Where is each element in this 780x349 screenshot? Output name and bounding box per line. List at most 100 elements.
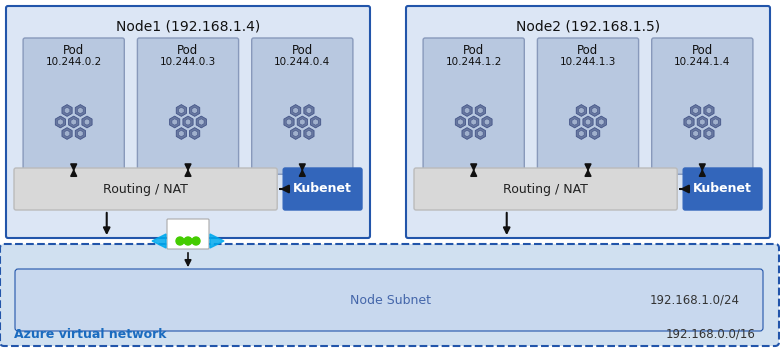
Circle shape: [184, 237, 192, 245]
Text: Pod: Pod: [177, 44, 199, 57]
Polygon shape: [585, 119, 590, 125]
FancyBboxPatch shape: [14, 168, 277, 210]
Polygon shape: [77, 130, 83, 137]
Polygon shape: [292, 107, 299, 114]
Polygon shape: [469, 116, 479, 128]
Polygon shape: [75, 105, 86, 116]
Polygon shape: [313, 119, 318, 125]
Polygon shape: [190, 128, 200, 139]
Polygon shape: [592, 130, 597, 137]
Polygon shape: [84, 119, 90, 125]
Polygon shape: [192, 107, 197, 114]
FancyBboxPatch shape: [537, 38, 639, 174]
Polygon shape: [598, 119, 604, 125]
Polygon shape: [693, 107, 698, 114]
Polygon shape: [64, 130, 70, 137]
Polygon shape: [704, 128, 714, 139]
Text: Pod: Pod: [463, 44, 484, 57]
Polygon shape: [700, 119, 705, 125]
Text: 192.168.1.0/24: 192.168.1.0/24: [650, 294, 740, 306]
Text: Node2 (192.168.1.5): Node2 (192.168.1.5): [516, 19, 660, 33]
Text: 10.244.0.3: 10.244.0.3: [160, 57, 216, 67]
Polygon shape: [596, 116, 606, 128]
Polygon shape: [704, 105, 714, 116]
Polygon shape: [693, 130, 698, 137]
FancyBboxPatch shape: [23, 38, 124, 174]
Polygon shape: [304, 128, 314, 139]
Polygon shape: [464, 107, 470, 114]
Polygon shape: [55, 116, 66, 128]
Polygon shape: [458, 119, 463, 125]
Polygon shape: [71, 119, 76, 125]
Polygon shape: [711, 116, 721, 128]
FancyBboxPatch shape: [252, 38, 353, 174]
Polygon shape: [297, 116, 307, 128]
FancyBboxPatch shape: [683, 168, 762, 210]
FancyBboxPatch shape: [406, 6, 770, 238]
Polygon shape: [686, 119, 692, 125]
Polygon shape: [569, 116, 580, 128]
Text: Azure virtual network: Azure virtual network: [14, 327, 166, 341]
FancyBboxPatch shape: [0, 244, 779, 346]
FancyBboxPatch shape: [137, 38, 239, 174]
Text: Routing / NAT: Routing / NAT: [503, 183, 588, 195]
Polygon shape: [690, 105, 700, 116]
Text: 10.244.1.3: 10.244.1.3: [560, 57, 616, 67]
Polygon shape: [82, 116, 92, 128]
Polygon shape: [592, 107, 597, 114]
Text: Pod: Pod: [292, 44, 313, 57]
Polygon shape: [306, 107, 312, 114]
Polygon shape: [475, 105, 485, 116]
Polygon shape: [62, 105, 72, 116]
Polygon shape: [306, 130, 312, 137]
Text: 10.244.0.4: 10.244.0.4: [275, 57, 331, 67]
Polygon shape: [462, 128, 472, 139]
Polygon shape: [286, 119, 292, 125]
Polygon shape: [579, 130, 584, 137]
Polygon shape: [192, 130, 197, 137]
Polygon shape: [482, 116, 492, 128]
Polygon shape: [572, 119, 577, 125]
Polygon shape: [176, 128, 186, 139]
FancyBboxPatch shape: [167, 219, 209, 249]
Polygon shape: [684, 116, 694, 128]
Polygon shape: [77, 107, 83, 114]
Text: 192.168.0.0/16: 192.168.0.0/16: [666, 327, 756, 341]
Polygon shape: [576, 128, 587, 139]
Polygon shape: [706, 107, 712, 114]
Polygon shape: [198, 119, 204, 125]
Polygon shape: [590, 105, 600, 116]
Polygon shape: [291, 105, 301, 116]
Text: Node Subnet: Node Subnet: [349, 294, 431, 306]
Polygon shape: [310, 116, 321, 128]
Polygon shape: [706, 130, 712, 137]
FancyBboxPatch shape: [414, 168, 677, 210]
Text: Kubenet: Kubenet: [293, 183, 352, 195]
Polygon shape: [291, 128, 301, 139]
FancyBboxPatch shape: [652, 38, 753, 174]
Polygon shape: [284, 116, 294, 128]
Polygon shape: [152, 234, 166, 248]
Polygon shape: [713, 119, 718, 125]
Polygon shape: [75, 128, 86, 139]
FancyBboxPatch shape: [6, 6, 370, 238]
Polygon shape: [590, 128, 600, 139]
Text: 10.244.1.2: 10.244.1.2: [445, 57, 502, 67]
Text: Kubenet: Kubenet: [693, 183, 752, 195]
Polygon shape: [185, 119, 191, 125]
Polygon shape: [64, 107, 70, 114]
Polygon shape: [690, 128, 700, 139]
Polygon shape: [304, 105, 314, 116]
Polygon shape: [62, 128, 72, 139]
Polygon shape: [484, 119, 490, 125]
Text: 10.244.1.4: 10.244.1.4: [674, 57, 731, 67]
Polygon shape: [172, 119, 178, 125]
Polygon shape: [464, 130, 470, 137]
Text: Pod: Pod: [692, 44, 713, 57]
Polygon shape: [58, 119, 63, 125]
Polygon shape: [176, 105, 186, 116]
Text: Node1 (192.168.1.4): Node1 (192.168.1.4): [116, 19, 260, 33]
Polygon shape: [190, 105, 200, 116]
Polygon shape: [697, 116, 707, 128]
FancyBboxPatch shape: [15, 269, 763, 331]
